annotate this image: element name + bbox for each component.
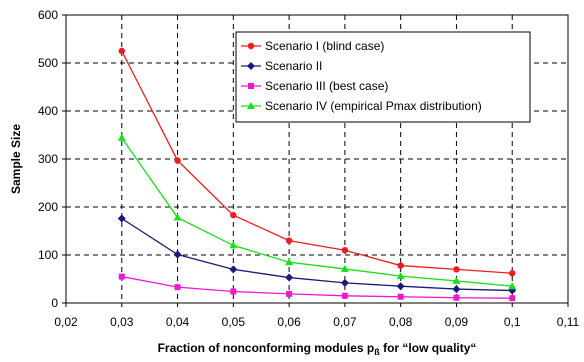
data-point <box>341 247 349 254</box>
data-point <box>397 262 404 269</box>
series-line <box>121 137 513 287</box>
data-point <box>452 276 461 284</box>
data-point <box>173 213 182 221</box>
data-point <box>285 237 293 244</box>
data-point <box>453 266 460 273</box>
series-line <box>121 217 513 292</box>
legend-items: Scenario I (blind case) Scenario II Scenar… <box>241 39 482 113</box>
series-4 <box>117 133 517 290</box>
y-tick-label: 500 <box>38 56 58 70</box>
x-axis-title-subscript: ß <box>374 347 380 357</box>
data-point <box>396 282 405 291</box>
data-point <box>341 292 348 299</box>
data-point <box>174 157 181 164</box>
y-axis-ticks: 0 100 200 300 400 500 600 <box>38 8 66 310</box>
data-point <box>118 273 125 280</box>
data-point <box>340 264 349 272</box>
legend-marker <box>247 102 255 109</box>
y-tick-label: 0 <box>51 296 58 310</box>
series-layer <box>117 47 517 302</box>
x-tick-label: 0,09 <box>445 315 469 329</box>
legend: Scenario I (blind case) Scenario II Scenar… <box>235 31 531 123</box>
legend-item: Scenario I (blind case) <box>241 39 384 53</box>
x-tick-label: 0,04 <box>166 315 190 329</box>
x-axis-title: Fraction of nonconforming modules pß for… <box>158 341 477 357</box>
data-point <box>117 214 126 223</box>
legend-label: Scenario II <box>265 59 322 73</box>
data-point <box>229 265 238 274</box>
x-tick-label: 0,1 <box>504 315 521 329</box>
y-tick-label: 300 <box>38 152 58 166</box>
y-tick-label: 100 <box>38 248 58 262</box>
x-axis-title-suffix: for “low quality“ <box>380 341 477 355</box>
data-point <box>397 293 404 300</box>
data-point <box>285 273 294 282</box>
x-tick-label: 0,07 <box>333 315 357 329</box>
data-point <box>285 258 294 266</box>
y-axis-title: Sample Size <box>9 124 23 194</box>
x-tick-label: 0,08 <box>389 315 413 329</box>
data-point <box>396 272 405 280</box>
legend-marker <box>247 42 255 50</box>
data-point <box>173 250 182 259</box>
legend-label: Scenario III (best case) <box>265 79 388 93</box>
data-point <box>174 284 181 291</box>
data-point <box>452 285 461 294</box>
series-2 <box>117 214 517 295</box>
data-point <box>453 294 460 301</box>
x-tick-label: 0,11 <box>557 315 580 329</box>
series-1 <box>118 47 516 277</box>
y-tick-label: 600 <box>38 8 58 22</box>
legend-item: Scenario II <box>241 59 322 73</box>
data-point <box>509 270 516 277</box>
x-axis-title-main: Fraction of nonconforming modules p <box>158 341 375 355</box>
data-point <box>118 47 125 55</box>
x-axis-ticks: 0,02 0,03 0,04 0,05 0,06 0,07 0,08 0,09 0,1 0,11 <box>54 303 580 329</box>
data-point <box>230 211 237 219</box>
data-point <box>117 133 126 141</box>
data-point <box>340 278 349 287</box>
y-tick-label: 400 <box>38 104 58 118</box>
legend-marker <box>247 62 255 70</box>
legend-marker <box>248 83 254 89</box>
x-tick-label: 0,06 <box>277 315 301 329</box>
series-line <box>121 50 513 274</box>
x-tick-label: 0,05 <box>222 315 246 329</box>
legend-item: Scenario IV (empirical Pmax distribution… <box>241 99 482 113</box>
legend-label: Scenario I (blind case) <box>265 39 384 53</box>
data-point <box>229 241 238 249</box>
data-point <box>508 282 517 290</box>
legend-box <box>235 31 531 123</box>
series-line <box>121 275 513 299</box>
data-point <box>509 295 516 302</box>
x-tick-label: 0,02 <box>54 315 78 329</box>
series-3 <box>118 273 516 302</box>
x-tick-label: 0,03 <box>110 315 134 329</box>
data-point <box>286 290 293 297</box>
y-tick-label: 200 <box>38 200 58 214</box>
data-point <box>230 288 237 295</box>
legend-label: Scenario IV (empirical Pmax distribution… <box>265 99 482 113</box>
legend-item: Scenario III (best case) <box>241 79 388 93</box>
